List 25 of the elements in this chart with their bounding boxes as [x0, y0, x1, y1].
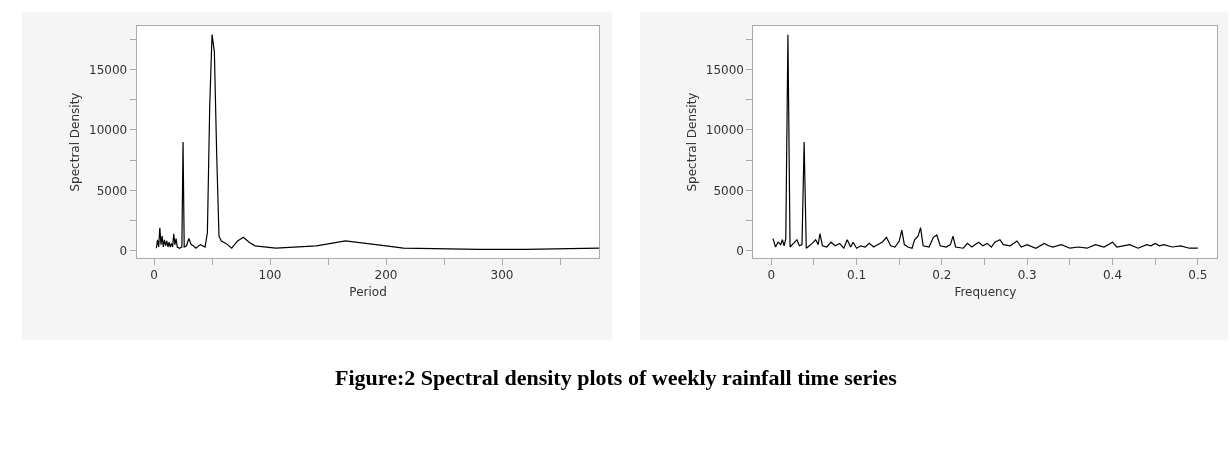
x-tick-label: 0.3: [1017, 268, 1037, 283]
y-tick-label: 15000: [705, 62, 744, 77]
x-tick-label: 0.1: [847, 268, 867, 283]
x-tick-label: 0.2: [932, 268, 952, 283]
x-tick-label: 0: [767, 268, 776, 283]
y-tick-label: 5000: [96, 183, 128, 198]
text: Figure:2 Spectral density plots of weekly rainfall time series: [335, 365, 898, 390]
y-tick-label: 0: [736, 243, 744, 258]
x-tick-label: 0.4: [1102, 268, 1123, 283]
y-tick-label: 5000: [713, 183, 744, 198]
y-tick-label: 10000: [705, 123, 744, 138]
x-tick-label: 200: [374, 268, 398, 283]
x-tick-label: 100: [258, 268, 282, 283]
x-axis-title: Frequency: [954, 285, 1017, 300]
line-series: [155, 34, 600, 251]
y-axis-title: Spectral Density: [685, 92, 700, 192]
y-axis-title: Spectral Density: [68, 92, 83, 192]
x-tick-label: 300: [490, 268, 514, 283]
x-tick-label: 0: [150, 268, 158, 283]
y-tick-label: 15000: [89, 62, 128, 77]
x-axis-title: Period: [349, 285, 387, 300]
x-tick-label: 0.5: [1188, 268, 1208, 283]
y-tick-label: 0: [119, 243, 128, 258]
line-series: [772, 34, 1199, 249]
y-tick-label: 10000: [89, 123, 128, 138]
